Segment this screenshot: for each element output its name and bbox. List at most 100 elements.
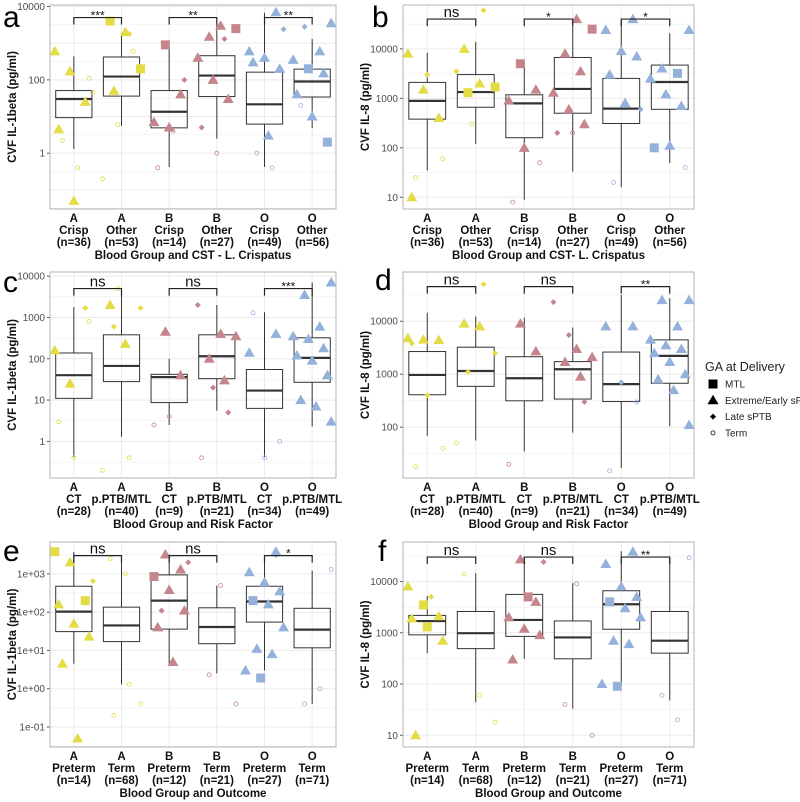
data-point <box>137 304 144 311</box>
x-tick-label-n: (n=14) <box>507 237 541 249</box>
legend-item-label: MTL <box>725 380 745 391</box>
data-point <box>222 93 234 104</box>
significance-bracket <box>620 286 671 294</box>
data-point <box>686 555 692 561</box>
data-point <box>192 52 204 62</box>
x-tick-label-n: (n=9) <box>155 506 183 518</box>
data-point <box>530 345 542 356</box>
x-tick-label-blood: O <box>308 482 317 494</box>
data-point <box>243 347 255 357</box>
box-iqr <box>102 334 141 383</box>
data-point <box>605 597 615 607</box>
panel-letter: d <box>375 264 392 297</box>
data-point <box>301 23 308 30</box>
data-point <box>194 302 201 309</box>
significance-label: ** <box>641 278 651 292</box>
x-tick-label-n: (n=21) <box>556 506 590 518</box>
x-tick-label-n: (n=14) <box>410 775 444 787</box>
x-tick-label-cat: Crisp <box>250 225 279 237</box>
data-point <box>631 591 643 601</box>
x-tick-label-cat: Other <box>654 225 685 237</box>
data-point <box>574 371 586 381</box>
x-tick-label-n: (n=56) <box>295 237 329 249</box>
data-point <box>644 334 656 344</box>
x-tick-label-n: (n=49) <box>604 237 638 249</box>
x-tick-label-blood: O <box>260 751 269 763</box>
data-point <box>325 416 337 426</box>
data-point <box>660 339 672 350</box>
x-tick-label-n: (n=21) <box>200 506 234 518</box>
data-point <box>82 304 89 311</box>
data-point <box>587 24 597 34</box>
box-iqr <box>293 607 331 649</box>
data-point <box>578 118 590 129</box>
data-point <box>49 344 61 355</box>
y-tick-label: 100 <box>381 143 398 154</box>
y-axis-title: CVF IL-1beta (pg/ml) <box>7 319 19 431</box>
x-tick-label-blood: A <box>117 751 125 763</box>
data-point <box>299 289 311 299</box>
plot-border <box>402 4 695 210</box>
x-tick-label-cat: Term <box>108 763 135 775</box>
plot-background <box>403 272 694 478</box>
significance-label: * <box>286 547 291 561</box>
data-point <box>477 692 483 698</box>
data-point <box>262 130 274 140</box>
significance-bracket <box>73 287 123 296</box>
data-point <box>149 572 159 582</box>
data-point <box>53 598 65 609</box>
plot-border <box>49 541 337 748</box>
data-point <box>424 71 431 78</box>
data-point <box>151 422 157 428</box>
data-point <box>314 321 326 331</box>
group-O-Other <box>644 24 695 170</box>
data-point <box>571 343 583 353</box>
group-O-CT <box>243 310 284 461</box>
data-point <box>277 438 283 444</box>
box-iqr <box>602 590 641 630</box>
data-point <box>515 59 525 69</box>
y-tick-label: 1 <box>39 437 45 448</box>
data-point <box>119 338 131 348</box>
data-point <box>608 635 620 645</box>
x-tick-label-blood: A <box>423 213 431 225</box>
data-point <box>325 17 337 28</box>
data-point <box>206 672 212 678</box>
x-tick-label-n: (n=49) <box>653 506 687 518</box>
data-point <box>210 384 217 391</box>
box-iqr <box>55 90 93 119</box>
data-point <box>559 356 571 367</box>
data-point <box>510 199 516 205</box>
x-tick-label-n: (n=49) <box>295 506 329 518</box>
data-point <box>596 678 608 689</box>
group-B-CT <box>505 317 544 467</box>
group-B-p.PTB/MTL <box>194 302 242 461</box>
data-point <box>278 621 290 632</box>
data-point <box>287 330 299 341</box>
box-iqr <box>456 610 495 650</box>
x-tick-label-blood: B <box>213 213 221 225</box>
data-point <box>675 100 687 111</box>
data-point <box>49 45 61 56</box>
y-tick-label: 1e+00 <box>17 684 46 695</box>
data-point <box>126 455 132 461</box>
x-tick-label-cat: Term <box>462 763 489 775</box>
x-axis-title: Blood Group and CST- L. Crispatus <box>452 250 645 262</box>
significance-label: ns <box>541 542 557 559</box>
data-point <box>675 717 680 723</box>
data-point <box>480 7 487 14</box>
x-tick-label-n: (n=21) <box>556 775 590 787</box>
data-point <box>75 165 81 171</box>
legend-circle-icon <box>710 430 716 436</box>
data-point <box>571 13 583 24</box>
significance-label: ns <box>444 542 460 559</box>
significance-bracket <box>426 18 477 27</box>
x-tick-label-n: (n=34) <box>604 506 638 518</box>
y-tick-label: 100 <box>381 680 398 691</box>
plot-border <box>402 541 695 748</box>
data-point <box>259 576 270 587</box>
data-point <box>619 97 631 108</box>
plot-border <box>402 271 695 479</box>
data-point <box>160 40 170 50</box>
